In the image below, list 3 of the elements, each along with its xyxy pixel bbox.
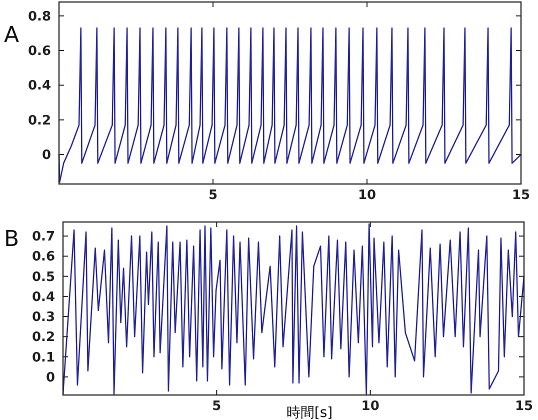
title: A [4, 23, 20, 48]
title: B [4, 227, 20, 252]
xlabel: 時間[s] [286, 405, 333, 420]
